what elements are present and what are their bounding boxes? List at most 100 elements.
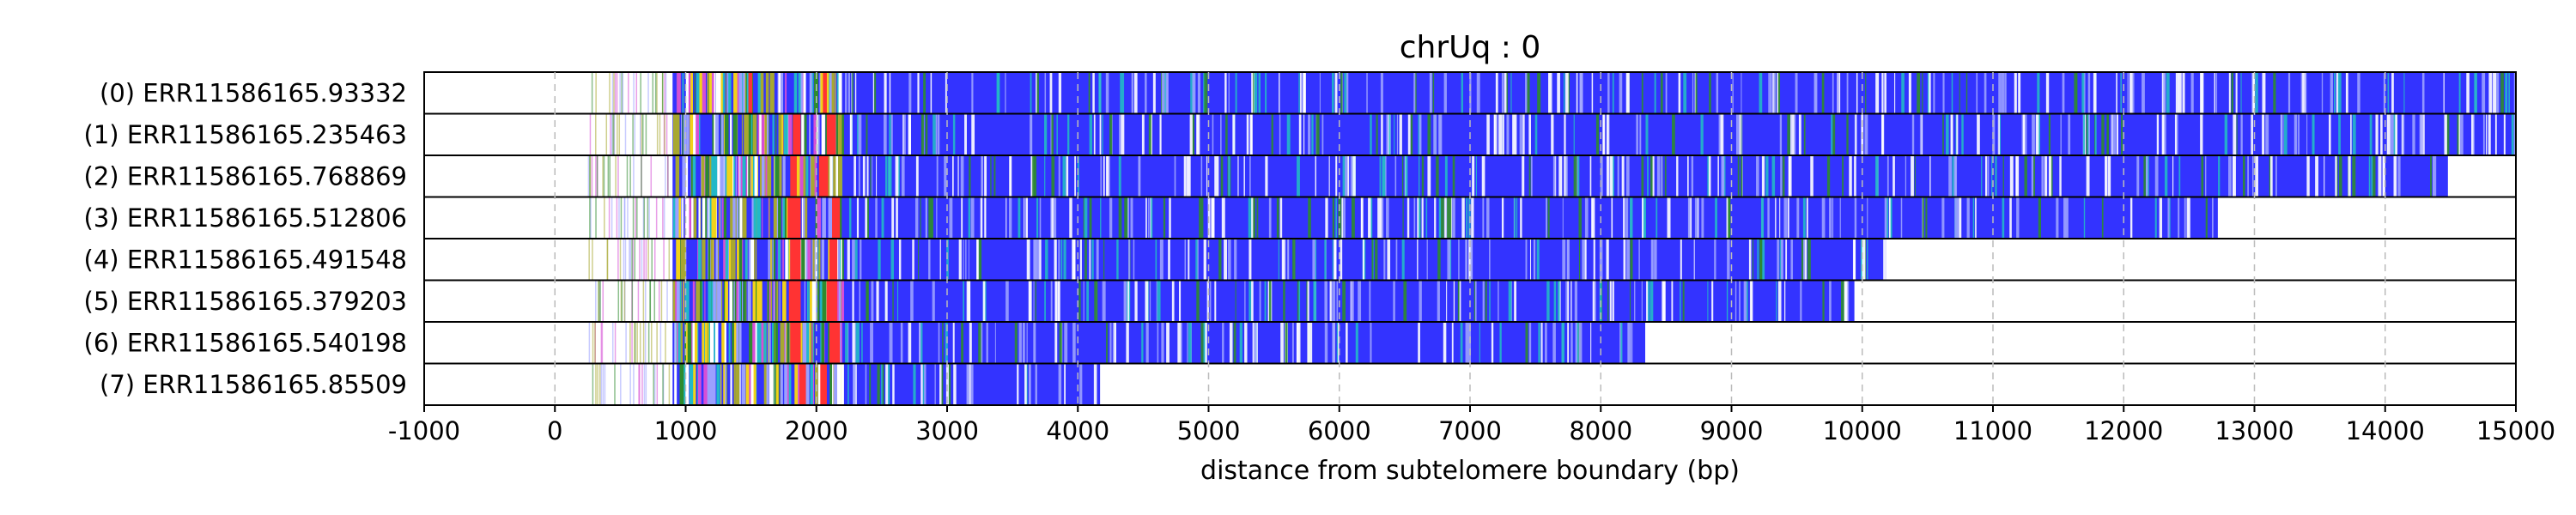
variant-stripe [1388, 113, 1391, 155]
variant-stripe [828, 155, 830, 197]
variant-stripe [705, 363, 710, 405]
read-row [423, 362, 2517, 406]
variant-stripe [1371, 239, 1374, 281]
variant-stripe [2457, 113, 2460, 155]
variant-stripe [1379, 155, 1382, 197]
variant-stripe [2338, 113, 2341, 155]
variant-stripe [1886, 197, 1889, 239]
variant-stripe [1148, 197, 1150, 239]
variant-stripe [1641, 197, 1645, 239]
variant-stripe [1798, 113, 1801, 155]
variant-stripe [1787, 113, 1790, 155]
variant-stripe [1395, 239, 1398, 281]
variant-stripe [715, 113, 719, 155]
variant-line [619, 73, 621, 113]
variant-stripe [1620, 322, 1623, 364]
variant-stripe [733, 155, 735, 197]
variant-stripe [798, 72, 801, 114]
variant-stripe [1072, 322, 1076, 364]
variant-stripe [1324, 239, 1327, 281]
variant-stripe [1249, 280, 1252, 322]
variant-stripe [1336, 280, 1339, 322]
variant-stripe [2041, 155, 2044, 197]
variant-stripe [1807, 239, 1811, 281]
variant-stripe [1413, 72, 1416, 114]
variant-stripe [917, 72, 920, 114]
variant-stripe [1709, 72, 1711, 114]
variant-stripe [775, 322, 778, 364]
variant-stripe [2066, 197, 2069, 239]
variant-line [632, 114, 634, 154]
variant-line [645, 239, 647, 280]
variant-stripe [805, 155, 809, 197]
variant-stripe [728, 322, 731, 364]
variant-stripe [2101, 113, 2105, 155]
variant-stripe [817, 363, 823, 405]
variant-line [591, 73, 593, 113]
variant-stripe [736, 322, 739, 364]
variant-stripe [1482, 280, 1485, 322]
variant-stripe [1393, 280, 1395, 322]
variant-stripe [2412, 113, 2415, 155]
variant-stripe [1760, 197, 1765, 239]
variant-stripe [1777, 280, 1782, 322]
variant-stripe [1645, 113, 1649, 155]
variant-stripe [1089, 239, 1091, 281]
variant-stripe [1564, 72, 1569, 114]
variant-stripe [1126, 280, 1129, 322]
variant-stripe [1919, 113, 1923, 155]
variant-stripe [772, 239, 774, 281]
variant-stripe [1626, 239, 1630, 281]
variant-stripe [1654, 72, 1656, 114]
variant-stripe [1552, 155, 1555, 197]
variant-stripe [2251, 72, 2253, 114]
variant-stripe [994, 322, 996, 364]
variant-stripe [952, 113, 956, 155]
variant-stripe [679, 322, 683, 364]
variant-line [629, 156, 631, 197]
variant-stripe [768, 239, 770, 281]
variant-stripe [2348, 155, 2351, 197]
variant-stripe [679, 239, 681, 281]
variant-stripe [1259, 280, 1261, 322]
variant-stripe [1197, 72, 1201, 114]
variant-stripe [2304, 72, 2306, 114]
variant-stripe [1434, 197, 1437, 239]
variant-stripe [782, 155, 786, 197]
variant-stripe [2163, 113, 2166, 155]
variant-stripe [705, 322, 709, 364]
variant-stripe [1639, 113, 1642, 155]
variant-stripe [2352, 155, 2356, 197]
variant-stripe [1461, 72, 1463, 114]
variant-stripe [865, 197, 868, 239]
variant-stripe [2423, 113, 2425, 155]
variant-stripe [1258, 72, 1261, 114]
variant-stripe [1546, 280, 1550, 322]
variant-stripe [1693, 239, 1695, 281]
variant-stripe [871, 280, 874, 322]
variant-stripe [2200, 113, 2203, 155]
variant-stripe [908, 72, 912, 114]
variant-stripe [2116, 113, 2118, 155]
variant-stripe [1344, 72, 1347, 114]
variant-stripe [1145, 72, 1147, 114]
variant-stripe [1233, 322, 1236, 364]
variant-stripe [1473, 280, 1476, 322]
variant-stripe [1631, 322, 1633, 364]
variant-stripe [1800, 280, 1802, 322]
variant-stripe [2473, 113, 2475, 155]
variant-stripe [1759, 239, 1762, 281]
variant-stripe [688, 72, 691, 114]
variant-stripe [1452, 197, 1455, 239]
variant-stripe [1161, 322, 1164, 364]
variant-stripe [1429, 72, 1432, 114]
variant-stripe [966, 363, 970, 405]
variant-stripe [1914, 155, 1916, 197]
variant-stripe [2375, 113, 2379, 155]
variant-stripe [2169, 197, 2171, 239]
variant-stripe [1785, 239, 1788, 281]
variant-stripe [2231, 72, 2234, 114]
variant-stripe [978, 239, 982, 281]
variant-stripe [2083, 113, 2086, 155]
variant-stripe [1437, 280, 1440, 322]
